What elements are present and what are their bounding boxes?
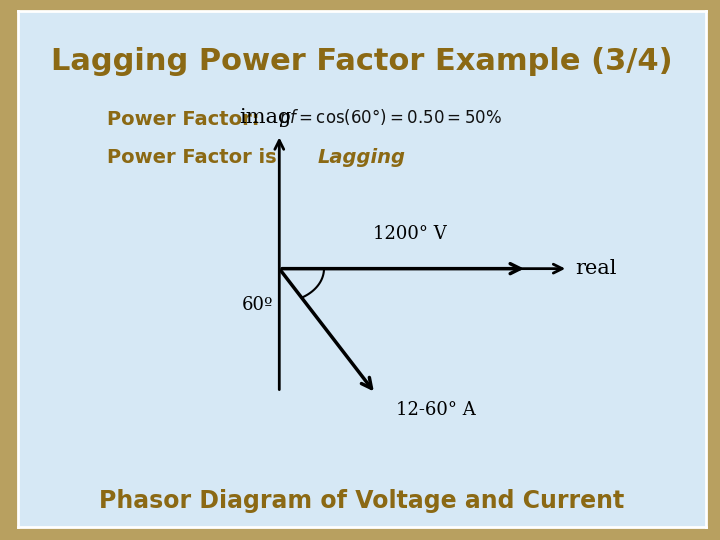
Text: $\mathit{pf} = \cos(60°) = 0.50 = 50\%$: $\mathit{pf} = \cos(60°) = 0.50 = 50\%$ xyxy=(279,106,503,129)
Text: Power Factor:: Power Factor: xyxy=(107,110,260,129)
Text: 12⁤-60° A: 12⁤-60° A xyxy=(396,401,476,420)
Text: imag: imag xyxy=(240,108,292,127)
Text: 120⁤0° V: 120⁤0° V xyxy=(373,225,447,243)
Text: 60º: 60º xyxy=(241,296,273,314)
Text: Lagging Power Factor Example (3/4): Lagging Power Factor Example (3/4) xyxy=(51,47,672,76)
Text: Phasor Diagram of Voltage and Current: Phasor Diagram of Voltage and Current xyxy=(99,489,624,512)
Text: Lagging: Lagging xyxy=(317,148,405,167)
Text: Power Factor is: Power Factor is xyxy=(107,148,284,167)
Text: real: real xyxy=(575,259,616,278)
